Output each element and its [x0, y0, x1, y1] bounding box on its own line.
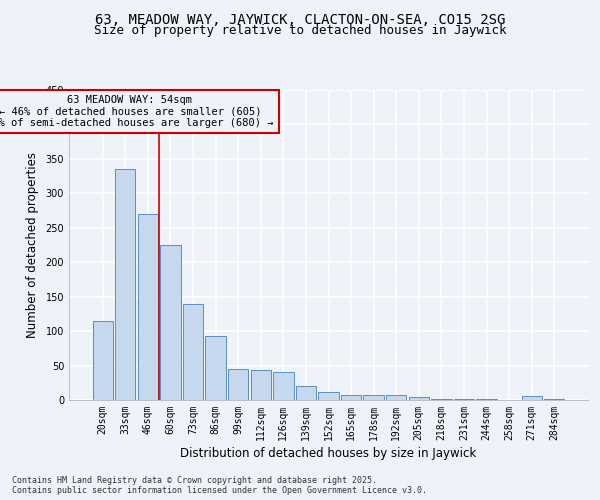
Bar — [386, 395, 406, 400]
Bar — [160, 245, 181, 400]
Bar — [341, 395, 361, 400]
Bar — [273, 372, 293, 400]
Bar — [319, 392, 338, 400]
Bar — [92, 321, 113, 400]
Text: 63, MEADOW WAY, JAYWICK, CLACTON-ON-SEA, CO15 2SG: 63, MEADOW WAY, JAYWICK, CLACTON-ON-SEA,… — [95, 12, 505, 26]
Text: Size of property relative to detached houses in Jaywick: Size of property relative to detached ho… — [94, 24, 506, 37]
Text: 63 MEADOW WAY: 54sqm
← 46% of detached houses are smaller (605)
52% of semi-deta: 63 MEADOW WAY: 54sqm ← 46% of detached h… — [0, 95, 274, 128]
Bar — [205, 336, 226, 400]
Bar — [364, 395, 384, 400]
Bar — [115, 169, 136, 400]
Bar — [228, 369, 248, 400]
Bar — [183, 304, 203, 400]
Bar — [138, 214, 158, 400]
Y-axis label: Number of detached properties: Number of detached properties — [26, 152, 38, 338]
Bar — [521, 396, 542, 400]
Bar — [409, 397, 429, 400]
Bar — [251, 370, 271, 400]
Bar — [431, 398, 452, 400]
Text: Contains HM Land Registry data © Crown copyright and database right 2025.
Contai: Contains HM Land Registry data © Crown c… — [12, 476, 427, 495]
Bar — [544, 398, 565, 400]
X-axis label: Distribution of detached houses by size in Jaywick: Distribution of detached houses by size … — [181, 447, 476, 460]
Bar — [296, 386, 316, 400]
